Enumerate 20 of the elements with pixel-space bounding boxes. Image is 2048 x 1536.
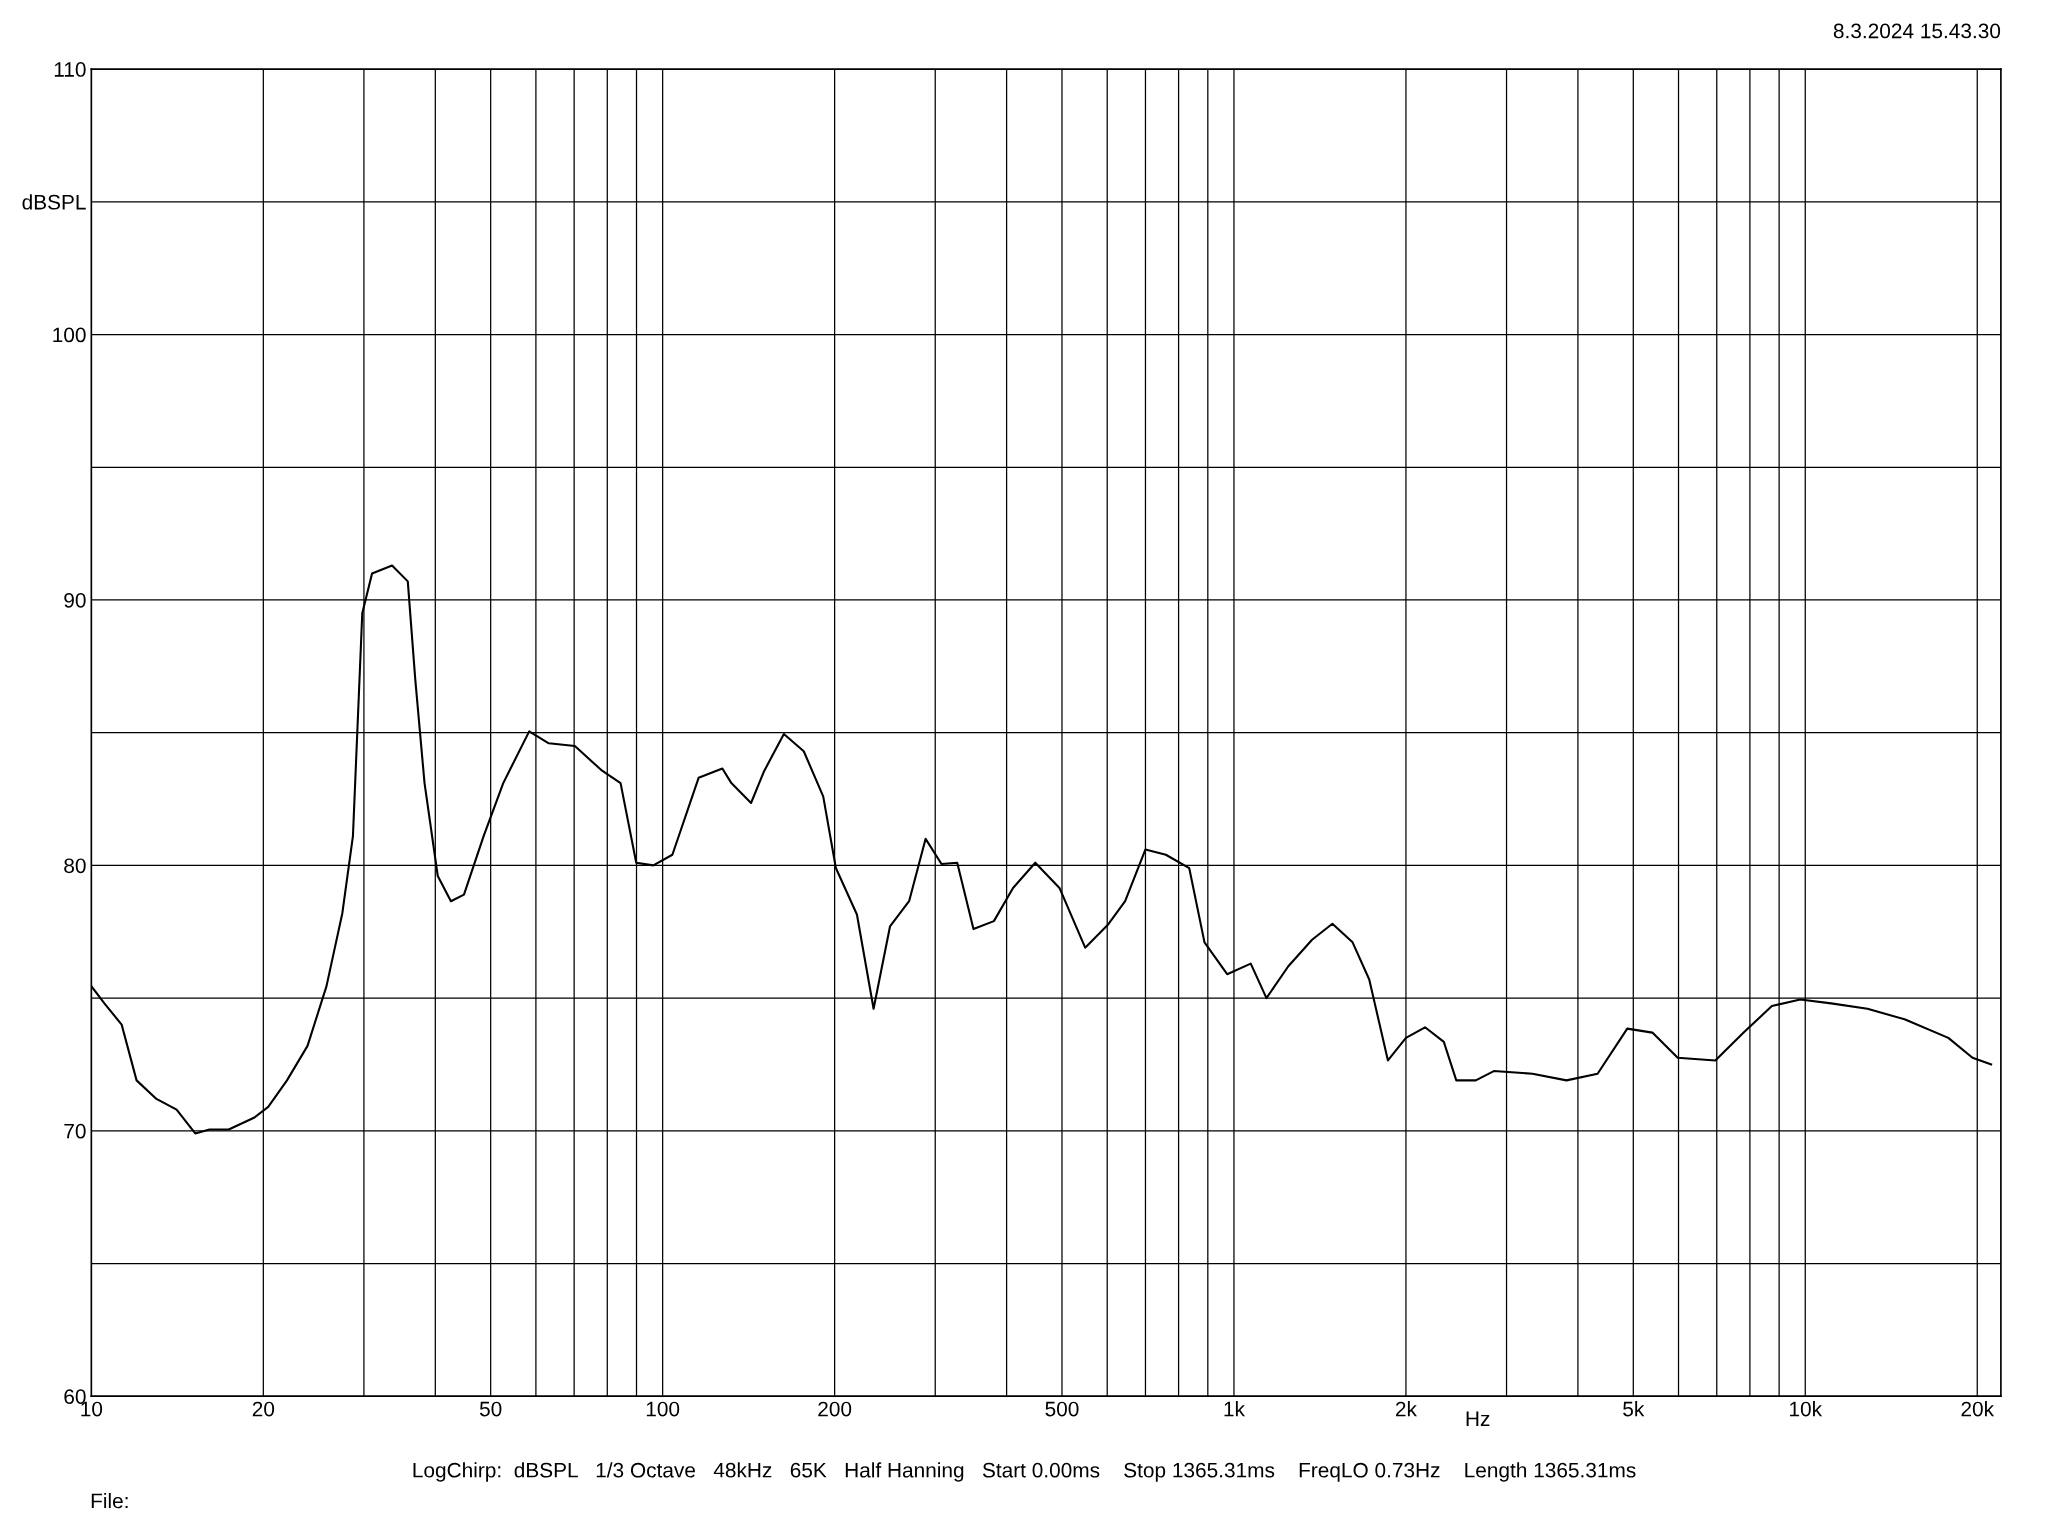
y-tick-label: 80 bbox=[64, 858, 86, 874]
x-tick-label: 20k bbox=[1961, 1401, 1995, 1417]
x-tick-label: 50 bbox=[479, 1401, 502, 1417]
x-tick-label: 1k bbox=[1224, 1401, 1245, 1417]
y-tick-label: 110 bbox=[54, 62, 86, 77]
y-tick-label: dBSPL bbox=[22, 194, 86, 210]
x-tick-label: 20 bbox=[252, 1401, 275, 1417]
text: File: bbox=[91, 1492, 128, 1509]
x-tick-label: 200 bbox=[818, 1401, 852, 1417]
y-tick-label: 70 bbox=[64, 1123, 86, 1139]
x-tick-label: 10k bbox=[1790, 1401, 1823, 1417]
x-tick-label: 100 bbox=[646, 1401, 680, 1417]
text: LogChirp: dBSPL 1/3 Octave 48kHz 65K Half Hanning Start 0.00ms Stop 1365.31ms FreqLO 0.73Hz Length 1365.31ms bbox=[413, 1462, 1636, 1482]
x-axis-title: Hz bbox=[1466, 1411, 1490, 1426]
y-tick-label: 90 bbox=[64, 592, 86, 608]
y-tick-label: 100 bbox=[53, 327, 86, 343]
x-tick-label: 500 bbox=[1045, 1401, 1079, 1417]
x-tick-label: 2k bbox=[1395, 1401, 1417, 1417]
text: 8.3.2024 15.43.30 bbox=[1833, 23, 2001, 39]
x-tick-label: 5k bbox=[1623, 1401, 1645, 1417]
